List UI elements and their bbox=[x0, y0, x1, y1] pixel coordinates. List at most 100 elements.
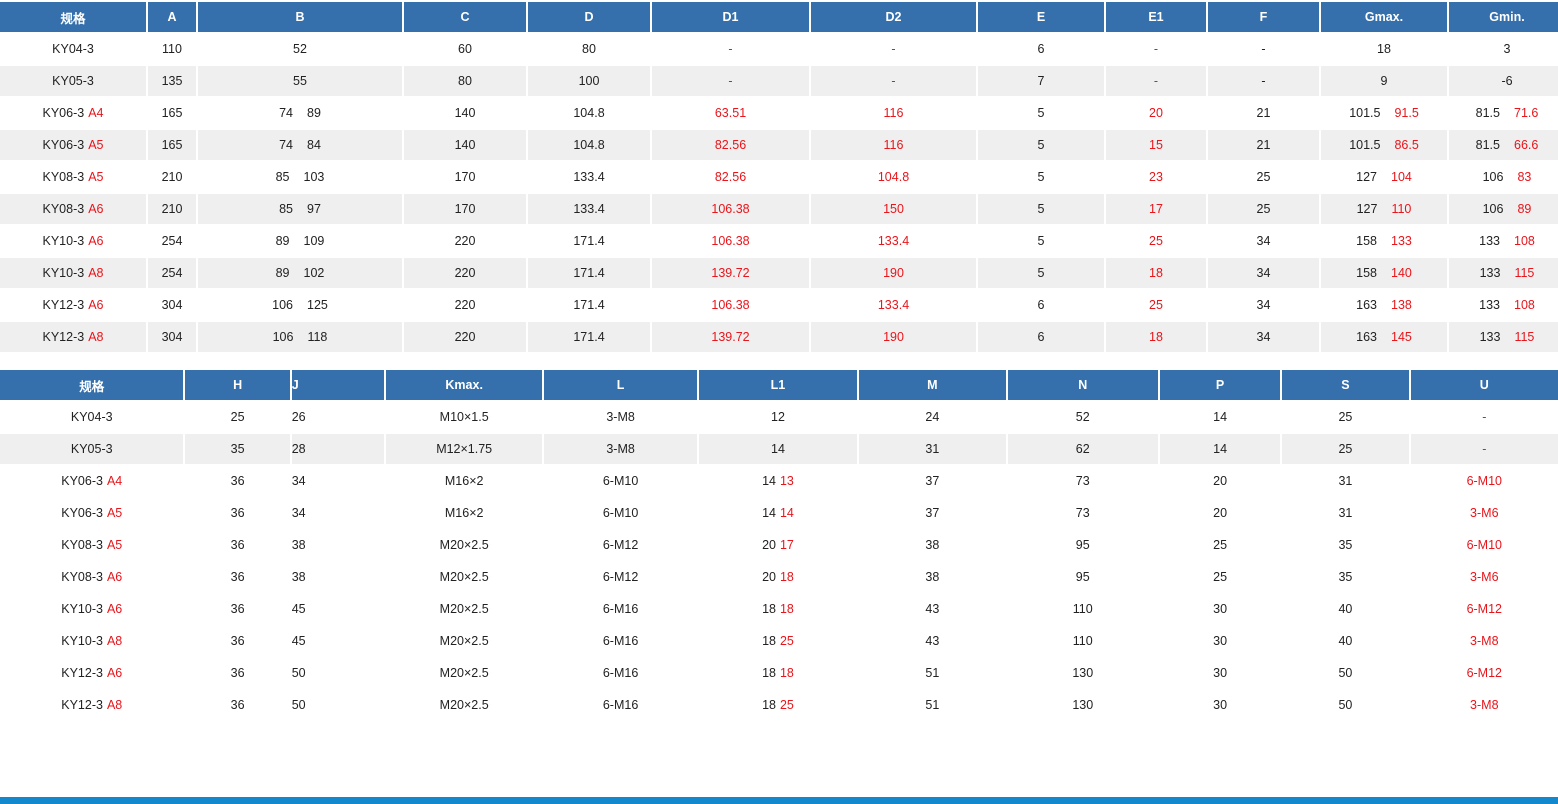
value-l: 6-M16 bbox=[602, 634, 639, 648]
cell-c: 140 bbox=[404, 130, 526, 160]
value-j: 38 bbox=[291, 570, 306, 584]
cell-p: 30 bbox=[1160, 626, 1280, 656]
cell-l: 6-M16 bbox=[544, 690, 696, 720]
value-m: 38 bbox=[925, 538, 940, 552]
value-j: 34 bbox=[291, 506, 306, 520]
value-f: 21 bbox=[1256, 106, 1271, 120]
table-row: KY08-3 A5 36 38 M20×2.5 6-M12 20 17 38 95 25 35 6-M1… bbox=[0, 530, 1558, 560]
value-e: 5 bbox=[1037, 170, 1045, 184]
value-u: 3-M6 bbox=[1470, 506, 1499, 520]
value-kmax: M16×2 bbox=[444, 506, 484, 520]
value-b: 106 bbox=[272, 298, 293, 312]
spec-suffix: A6 bbox=[88, 202, 104, 216]
cell-a: 165 bbox=[148, 130, 196, 160]
value-e: 5 bbox=[1037, 106, 1045, 120]
value-kmax: M20×2.5 bbox=[439, 570, 489, 584]
cell-f: 21 bbox=[1208, 98, 1319, 128]
value-m: 51 bbox=[925, 666, 940, 680]
cell-spec: KY10-3 A8 bbox=[0, 258, 146, 288]
header-f: F bbox=[1208, 2, 1319, 32]
spec-suffix: A5 bbox=[106, 538, 123, 552]
value-p: 30 bbox=[1213, 602, 1228, 616]
cell-l1: 18 25 bbox=[699, 626, 857, 656]
table-row: KY10-3 A8 254 89 102 220 171.4 139.72 190 5 18 34 15… bbox=[0, 258, 1558, 288]
cell-s: 40 bbox=[1282, 594, 1408, 624]
value-d1: 139.72 bbox=[711, 330, 750, 344]
value-n: 95 bbox=[1075, 538, 1090, 552]
value-l1-alt: 18 bbox=[779, 666, 794, 680]
value-gmax: 163 bbox=[1356, 298, 1377, 312]
cell-spec: KY06-3 A4 bbox=[0, 466, 183, 496]
cell-n: 73 bbox=[1008, 466, 1158, 496]
cell-e: 5 bbox=[978, 226, 1104, 256]
cell-n: 62 bbox=[1007, 434, 1158, 464]
cell-c: 170 bbox=[404, 194, 526, 224]
cell-d: 171.4 bbox=[528, 258, 650, 288]
header-gmax: Gmax. bbox=[1321, 2, 1447, 32]
value-j: 28 bbox=[291, 442, 306, 456]
value-d2: 190 bbox=[883, 266, 904, 280]
value-b-alt: 84 bbox=[307, 138, 321, 152]
value-gmax: 127 bbox=[1356, 170, 1377, 184]
cell-n: 110 bbox=[1008, 626, 1158, 656]
value-l: 6-M10 bbox=[602, 506, 639, 520]
table-row: KY05-3 135 55 80 100 - - 7 - - 9 -6 bbox=[0, 66, 1558, 96]
value-d1: 106.38 bbox=[711, 298, 750, 312]
value-gmax-alt: 104 bbox=[1391, 170, 1412, 184]
cell-spec: KY06-3 A5 bbox=[0, 498, 183, 528]
cell-d1: 139.72 bbox=[652, 322, 809, 352]
value-d: 104.8 bbox=[573, 106, 605, 120]
table-1-body: KY04-3 110 52 60 80- -6- -18 3 KY05-3 135 55 80 100-… bbox=[0, 34, 1558, 352]
cell-d2: 133.4 bbox=[811, 226, 976, 256]
value-n: 73 bbox=[1075, 474, 1090, 488]
spec-suffix: A6 bbox=[88, 234, 104, 248]
value-m: 51 bbox=[925, 698, 940, 712]
header-m: M bbox=[859, 370, 1006, 400]
header-u: U bbox=[1410, 370, 1558, 400]
cell-spec: KY08-3 A5 bbox=[0, 162, 146, 192]
value-d2: 104.8 bbox=[877, 170, 910, 184]
value-gmax-alt: 86.5 bbox=[1394, 138, 1419, 152]
value-kmax: M20×2.5 bbox=[439, 666, 489, 680]
cell-n: 95 bbox=[1008, 530, 1158, 560]
cell-spec: KY06-3 A5 bbox=[0, 130, 146, 160]
cell-gmin: 133 115 bbox=[1449, 258, 1558, 288]
cell-gmax: 9 bbox=[1321, 66, 1447, 96]
value-c: 220 bbox=[454, 266, 476, 280]
value-gmin: 133 bbox=[1479, 330, 1501, 344]
value-a: 210 bbox=[161, 202, 183, 216]
value-gmin-alt: 83 bbox=[1517, 170, 1532, 184]
cell-f: 34 bbox=[1208, 322, 1319, 352]
value-s: 40 bbox=[1338, 634, 1353, 648]
cell-gmax: 18 bbox=[1321, 34, 1447, 64]
cell-l1: 18 18 bbox=[699, 594, 857, 624]
value-b: 106 bbox=[272, 330, 294, 344]
value-u: 3-M8 bbox=[1470, 698, 1499, 712]
value-a: 254 bbox=[161, 234, 183, 248]
header-b: B bbox=[198, 2, 402, 32]
header-d: D bbox=[528, 2, 650, 32]
value-h: 25 bbox=[230, 410, 245, 424]
value-d1: 82.56 bbox=[714, 170, 747, 184]
cell-p: 14 bbox=[1159, 434, 1281, 464]
value-gmin-alt: 89 bbox=[1517, 202, 1532, 216]
spec-suffix: A4 bbox=[106, 474, 123, 488]
cell-j: 45 bbox=[292, 626, 384, 656]
table-row: KY12-3 A6 304 106 125 220 171.4 106.38 133.4 6 25 3… bbox=[0, 290, 1558, 320]
cell-l1: 14 bbox=[698, 434, 858, 464]
cell-j: 38 bbox=[292, 530, 384, 560]
value-d1: - bbox=[728, 42, 733, 56]
value-h: 36 bbox=[230, 634, 245, 648]
cell-gmax: 127 104 bbox=[1321, 162, 1447, 192]
value-kmax: M20×2.5 bbox=[439, 698, 489, 712]
cell-d1: - bbox=[652, 34, 809, 64]
value-d: 171.4 bbox=[573, 234, 605, 248]
cell-s: 35 bbox=[1282, 530, 1408, 560]
table-row: KY08-3 A5 210 85 103 170 133.4 82.56 104.8 5 23 25 1… bbox=[0, 162, 1558, 192]
value-s: 35 bbox=[1338, 538, 1353, 552]
cell-d1: 106.38 bbox=[652, 226, 809, 256]
cell-kmax: M20×2.5 bbox=[386, 626, 542, 656]
value-gmax: 18 bbox=[1377, 42, 1391, 56]
cell-l: 6-M12 bbox=[544, 530, 696, 560]
value-l1: 18 bbox=[762, 634, 776, 648]
